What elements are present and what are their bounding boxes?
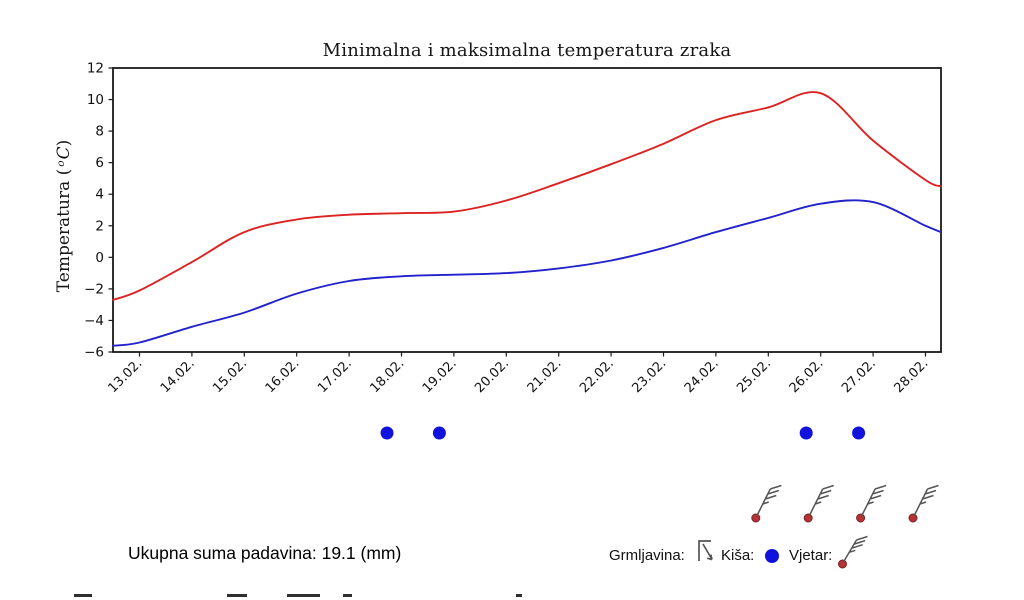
cutoff-text-fragment xyxy=(74,594,92,597)
x-tick-label: 14.02. xyxy=(158,356,198,396)
chart-title: Minimalna i maksimalna temperatura zraka xyxy=(322,40,732,61)
x-tick-label: 24.02. xyxy=(682,356,722,396)
x-tick-label: 26.02. xyxy=(787,356,827,396)
wind-day-marker xyxy=(908,484,939,523)
y-tick-label: 8 xyxy=(95,124,104,140)
thunder-legend-label: Grmljavina: xyxy=(609,547,685,564)
x-tick-label: 15.02. xyxy=(210,356,250,396)
y-tick-label: 0 xyxy=(95,250,104,266)
rain-day-marker xyxy=(852,426,866,440)
y-tick-label: 4 xyxy=(95,187,104,203)
x-tick-label: 20.02. xyxy=(472,356,512,396)
x-tick-label: 21.02. xyxy=(525,356,565,396)
symbols-legend: Grmljavina: Kiša: Vjetar: xyxy=(609,534,899,578)
x-tick-label: 23.02. xyxy=(629,356,669,396)
wind-day-marker xyxy=(856,484,887,523)
min-temp-curve xyxy=(112,199,942,347)
rain-day-marker xyxy=(799,426,813,440)
cutoff-text-fragment xyxy=(343,594,352,597)
y-tick-label: 6 xyxy=(95,155,104,171)
rain-legend-label: Kiša: xyxy=(721,547,755,564)
x-tick-label: 19.02. xyxy=(420,356,460,396)
precipitation-total: Ukupna suma padavina: 19.1 (mm) xyxy=(128,543,402,563)
cutoff-text-line xyxy=(0,593,1024,600)
cutoff-text-fragment xyxy=(287,594,320,597)
x-tick-label: 22.02. xyxy=(577,356,617,396)
y-tick-label: 2 xyxy=(95,218,104,234)
x-tick-label: 13.02. xyxy=(105,356,145,396)
cutoff-text-fragment xyxy=(516,594,522,597)
x-tick-label: 25.02. xyxy=(734,356,774,396)
thunderstorm-icon xyxy=(698,540,713,561)
y-tick-label: −4 xyxy=(84,313,104,329)
wind-day-marker xyxy=(803,484,834,523)
rain-dot-icon xyxy=(765,549,779,563)
x-tick-label: 28.02. xyxy=(891,356,931,396)
y-tick-label: −2 xyxy=(84,281,104,297)
x-tick-label: 18.02. xyxy=(367,356,407,396)
x-tick-label: 27.02. xyxy=(839,356,879,396)
max-temp-curve xyxy=(112,91,942,301)
y-tick-label: 12 xyxy=(87,61,104,77)
rain-day-marker xyxy=(380,426,394,440)
x-tick-label: 17.02. xyxy=(315,356,355,396)
wind-day-marker xyxy=(751,484,782,523)
rain-day-marker xyxy=(432,426,446,440)
cutoff-text-fragment xyxy=(227,594,247,597)
y-tick-label: −6 xyxy=(84,345,104,361)
wind-barb-icon xyxy=(838,535,868,569)
y-tick-label: 10 xyxy=(87,92,104,108)
plot-border xyxy=(112,67,942,353)
wind-legend-label: Vjetar: xyxy=(789,547,833,564)
x-tick-label: 16.02. xyxy=(263,356,303,396)
